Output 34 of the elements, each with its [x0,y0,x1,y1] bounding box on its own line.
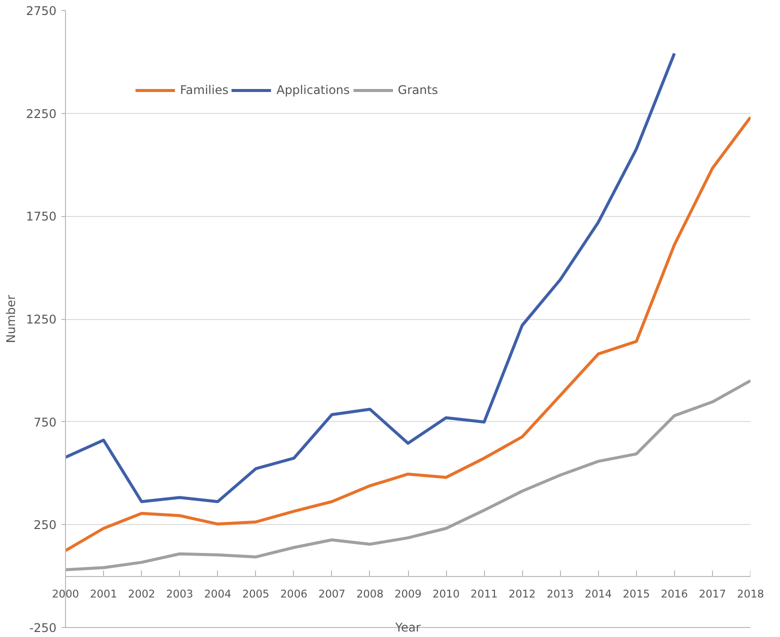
x-tick-label: 2001 [90,588,118,600]
y-tick-label: -250 [29,621,56,635]
x-tick-label: 2008 [356,588,384,600]
legend-label: Grants [398,83,438,97]
x-tick-label: 2010 [432,588,460,600]
line-series [66,52,676,504]
line-series [66,379,750,572]
x-tick-label: 2003 [166,588,194,600]
y-tick-label: 250 [34,518,56,532]
x-tick-label: 2004 [204,588,232,600]
x-tick-label: 2018 [736,588,764,600]
x-tick-label: 2006 [280,588,308,600]
x-tick-label: 2014 [584,588,612,600]
legend-label: Applications [276,83,350,97]
x-tick-label: 2000 [52,588,80,600]
x-tick-label: 2016 [660,588,688,600]
y-axis-title: Number [4,294,18,344]
line-series [66,116,750,552]
y-tick-label: 750 [34,415,56,430]
x-tick-label: 2007 [318,588,346,600]
x-tick-label: 2011 [470,588,498,600]
y-tick-label: 1750 [26,210,57,224]
x-tick-label: 2002 [128,588,156,600]
x-tick-label: 2013 [546,588,574,600]
y-tick-label: 2250 [26,106,57,121]
x-tick-label: 2005 [242,588,270,600]
x-tick-label: 2015 [622,588,650,600]
x-tick-label: 2017 [698,588,726,600]
x-axis-title: Year [394,620,421,634]
x-tick-label: 2009 [394,588,422,600]
y-tick-label: 1250 [26,312,57,326]
y-tick-label: 2750 [26,4,57,18]
legend-label: Families [180,83,228,97]
x-tick-label: 2012 [508,588,536,600]
